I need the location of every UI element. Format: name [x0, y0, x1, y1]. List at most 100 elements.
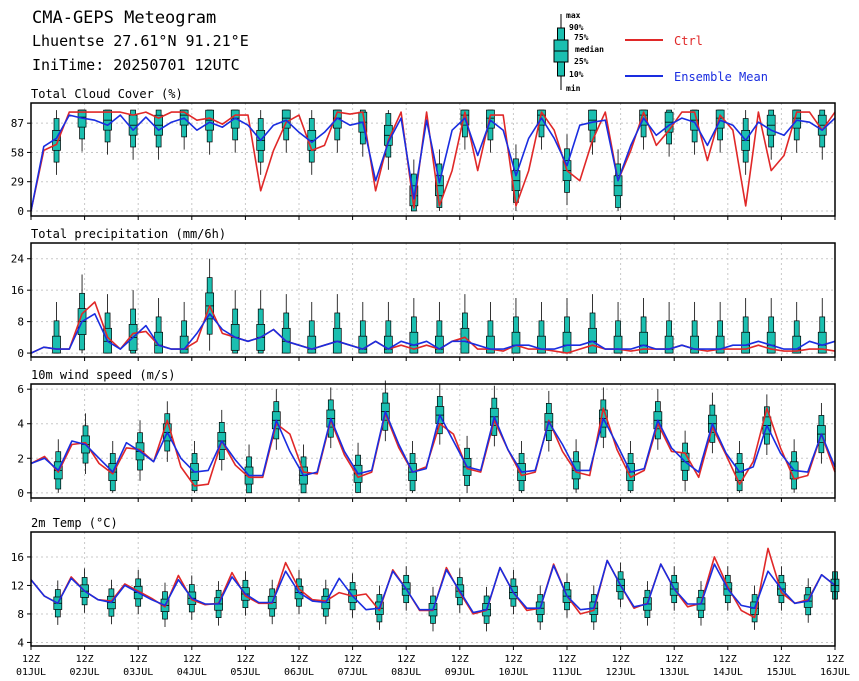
x-tick-label-date-12: 13JUL — [659, 667, 689, 678]
x-tick-label-hour-0: 12Z — [22, 654, 40, 665]
legend-label-1: 90% — [569, 23, 584, 32]
legend-label-5: 10% — [569, 70, 584, 79]
x-tick-label-date-7: 08JUL — [391, 667, 421, 678]
y-tick-label-0-3: 87 — [11, 117, 24, 130]
ensemble-mean-line — [30, 312, 836, 354]
x-tick-label-date-13: 14JUL — [713, 667, 743, 678]
y-tick-label-3-2: 12 — [11, 579, 24, 592]
panel-frame — [30, 383, 836, 499]
box-inner — [307, 335, 317, 354]
x-tick-label-date-8: 09JUL — [445, 667, 475, 678]
ctrl-line — [30, 111, 836, 212]
legend-mean-label: Ensemble Mean — [674, 70, 768, 84]
y-tick-label-3-3: 16 — [11, 551, 24, 564]
x-tick-label-hour-7: 12Z — [397, 654, 415, 665]
box-inner — [537, 335, 546, 354]
x-tick-label-hour-2: 12Z — [129, 654, 147, 665]
box-inner — [639, 331, 648, 354]
x-tick-label-hour-5: 12Z — [290, 654, 308, 665]
x-tick-label-date-10: 11JUL — [552, 667, 582, 678]
x-tick-label-hour-11: 12Z — [612, 654, 630, 665]
y-tick-label-0-0: 0 — [17, 205, 24, 218]
panel-frame — [30, 242, 836, 358]
legend-label-4: 25% — [574, 57, 589, 66]
y-tick-label-1-1: 8 — [17, 316, 24, 329]
x-tick-label-hour-14: 12Z — [772, 654, 790, 665]
legend-label-6: min — [566, 83, 581, 93]
panel-title-0: Total Cloud Cover (%) — [31, 87, 183, 101]
box-inner — [511, 331, 521, 354]
panel-title-3: 2m Temp (°C) — [31, 516, 118, 530]
y-tick-label-1-0: 0 — [17, 347, 24, 360]
x-tick-label-date-2: 03JUL — [123, 667, 153, 678]
y-tick-label-3-0: 4 — [17, 636, 24, 649]
x-tick-label-date-11: 12JUL — [606, 667, 636, 678]
panel-frame — [30, 102, 836, 217]
panel-3 — [27, 531, 840, 650]
x-tick-label-date-4: 05JUL — [230, 667, 260, 678]
legend-box-glyph — [553, 14, 569, 90]
x-tick-label-date-9: 10JUL — [498, 667, 528, 678]
box-inner — [562, 331, 572, 354]
x-tick-label-hour-15: 12Z — [826, 654, 844, 665]
box-inner — [792, 109, 802, 129]
chart-title: CMA-GEPS Meteogram — [32, 8, 217, 28]
panel-0 — [27, 102, 836, 220]
panel-title-1: Total precipitation (mm/6h) — [31, 227, 226, 241]
box-inner — [792, 335, 802, 354]
x-tick-label-hour-13: 12Z — [719, 654, 737, 665]
x-tick-label-hour-12: 12Z — [665, 654, 683, 665]
x-tick-label-hour-4: 12Z — [236, 654, 254, 665]
x-tick-label-hour-10: 12Z — [558, 654, 576, 665]
init-time: IniTime: 20250701 12UTC — [32, 56, 240, 74]
legend-label-3: median — [575, 44, 604, 54]
y-tick-label-3-1: 8 — [17, 608, 24, 621]
box-inner — [358, 335, 368, 354]
box-inner — [664, 335, 674, 354]
y-tick-label-1-2: 16 — [11, 284, 24, 297]
box-inner — [281, 109, 291, 129]
x-tick-label-date-5: 06JUL — [284, 667, 314, 678]
box-inner — [486, 109, 495, 129]
box-inner — [690, 335, 699, 354]
ensemble-mean-line — [30, 410, 836, 477]
box-inner — [52, 335, 61, 354]
x-tick-label-date-6: 07JUL — [338, 667, 368, 678]
box-inner — [486, 335, 495, 354]
x-tick-label-hour-1: 12Z — [76, 654, 94, 665]
ensemble-mean-line — [30, 114, 836, 212]
box-inner — [383, 335, 393, 354]
x-tick-label-date-3: 04JUL — [177, 667, 207, 678]
station-location: Lhuentse 27.61°N 91.21°E — [32, 32, 249, 50]
box-inner — [230, 109, 240, 129]
legend-ctrl-label: Ctrl — [674, 34, 703, 48]
y-tick-label-0-1: 29 — [11, 176, 24, 189]
box-inner — [817, 331, 827, 354]
legend-label-0: max — [566, 11, 581, 20]
x-tick-label-date-14: 15JUL — [766, 667, 796, 678]
y-tick-label-0-2: 58 — [11, 146, 24, 159]
x-tick-label-date-1: 02JUL — [70, 667, 100, 678]
panel-frame — [30, 531, 836, 647]
x-tick-label-date-0: 01JUL — [16, 667, 46, 678]
box-inner — [435, 335, 444, 354]
box-inner — [766, 331, 776, 354]
y-tick-label-1-3: 24 — [11, 253, 25, 266]
legend-label-2: 75% — [574, 33, 589, 42]
box-inner — [613, 335, 623, 354]
y-tick-label-2-3: 6 — [17, 383, 24, 396]
x-tick-label-hour-3: 12Z — [183, 654, 201, 665]
y-tick-label-2-1: 2 — [17, 452, 24, 465]
ctrl-line — [30, 407, 836, 487]
box-inner — [715, 335, 725, 354]
y-tick-label-2-0: 0 — [17, 487, 24, 500]
panel-1 — [27, 242, 836, 361]
box-inner — [154, 331, 163, 354]
box-inner — [409, 331, 419, 354]
x-tick-label-hour-6: 12Z — [344, 654, 362, 665]
panel-2 — [27, 380, 836, 502]
x-tick-label-date-15: 16JUL — [820, 667, 850, 678]
panel-title-2: 10m wind speed (m/s) — [31, 368, 176, 382]
x-tick-label-hour-8: 12Z — [451, 654, 469, 665]
